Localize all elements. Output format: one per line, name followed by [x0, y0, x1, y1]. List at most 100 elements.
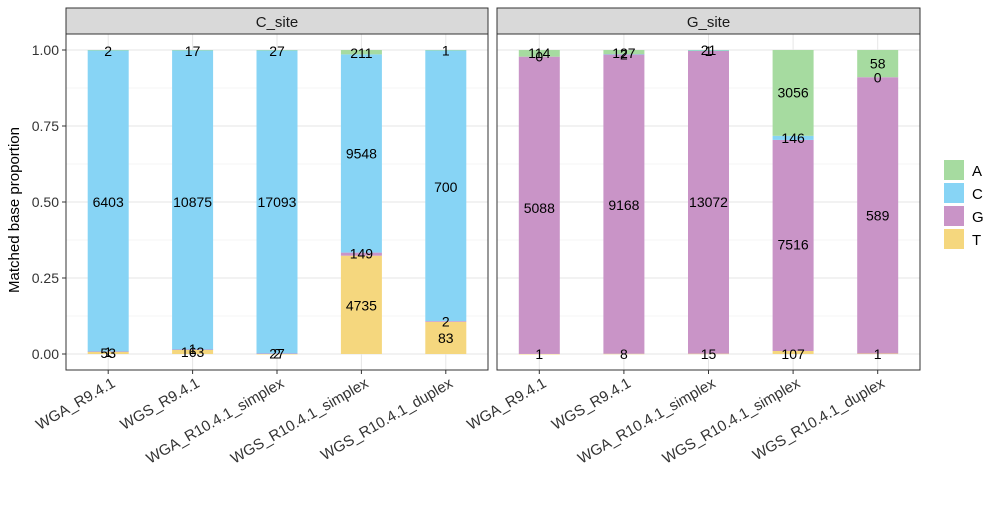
data-label: 15	[701, 346, 717, 362]
x-tick-label: WGS_R10.4.1_simplex	[228, 374, 372, 467]
data-label: 4735	[346, 297, 377, 313]
bar-segment-g	[256, 353, 298, 354]
bar-segment-t	[603, 353, 645, 355]
y-tick-label: 0.25	[32, 270, 59, 286]
data-label: 53	[100, 345, 116, 361]
data-label: 1	[535, 346, 543, 362]
bar-segment-t	[772, 350, 814, 354]
bar-segment-g	[857, 77, 899, 354]
data-label: 211	[350, 45, 373, 61]
data-label: 2	[273, 346, 281, 362]
data-label: 2	[104, 43, 112, 59]
facet-strip	[496, 7, 921, 35]
data-label: 114	[528, 45, 551, 61]
y-tick-label: 0.00	[32, 346, 59, 362]
x-tick-label: WGS_R9.4.1	[549, 375, 634, 434]
data-label: 107	[781, 346, 805, 362]
bar-segment-a	[425, 50, 467, 51]
data-label: 17093	[258, 194, 297, 210]
data-label: 5088	[524, 200, 555, 216]
bar-segment-c	[87, 50, 129, 352]
bar-segment-g	[518, 56, 560, 354]
data-label: 1	[442, 42, 450, 58]
x-tick-label: WGS_R10.4.1_simplex	[660, 374, 804, 467]
bar-segment-a	[772, 50, 814, 136]
bar-segment-t	[518, 353, 560, 355]
bar-segment-c	[603, 54, 645, 55]
data-label: 10875	[173, 194, 212, 210]
data-label: 1	[104, 344, 112, 360]
data-label: 149	[350, 246, 374, 262]
bar-segment-t	[688, 353, 729, 355]
bar-segment-c	[772, 135, 814, 140]
data-label: 27	[269, 43, 285, 59]
bar-segment-g	[425, 321, 467, 322]
legend-swatch-a	[944, 160, 964, 180]
x-tick-label: WGA_R10.4.1_simplex	[575, 374, 719, 467]
data-label: 3056	[778, 85, 809, 101]
data-label: 163	[181, 344, 205, 360]
data-label: 1	[874, 346, 882, 362]
x-tick-label: WGA_R9.4.1	[33, 375, 118, 434]
x-tick-label: WGA_R10.4.1_simplex	[143, 374, 287, 467]
legend-label: A	[972, 163, 982, 180]
bar-segment-t	[340, 255, 382, 354]
bar-segment-t	[857, 353, 899, 355]
bar-segment-g	[603, 54, 645, 354]
bar-segment-t	[425, 321, 467, 354]
y-tick-label: 1.00	[32, 42, 59, 58]
data-label: 6403	[93, 194, 124, 210]
data-label: 17	[185, 43, 201, 59]
bar-segment-a	[172, 50, 214, 51]
data-label: 1	[705, 43, 713, 59]
bar-segment-c	[172, 50, 214, 350]
data-label: 83	[438, 330, 454, 346]
data-label: 7516	[778, 237, 809, 253]
bar-segment-t	[172, 349, 214, 354]
legend-swatch-t	[944, 229, 964, 249]
facet-strip-label: C_site	[256, 14, 299, 31]
bar-segment-g	[340, 252, 382, 256]
data-label: 27	[269, 345, 285, 361]
y-tick-label: 0.75	[32, 118, 59, 134]
facet-strip-label: G_site	[687, 14, 730, 31]
data-label: 146	[781, 130, 805, 146]
bar-segment-a	[87, 50, 129, 51]
legend-label: G	[972, 209, 984, 226]
bar-segment-a	[857, 50, 899, 78]
bar-segment-c	[256, 50, 298, 354]
data-label: 2	[442, 313, 450, 329]
bar-segment-c	[340, 54, 382, 253]
bar-segment-c	[425, 50, 467, 322]
bar-segment-c	[688, 50, 729, 51]
data-label: 0	[535, 49, 543, 65]
y-tick-label: 0.50	[32, 194, 59, 210]
facet-strip	[65, 7, 489, 35]
bar-segment-a	[256, 50, 298, 51]
data-label: 0	[874, 69, 882, 85]
bar-segment-a	[603, 50, 645, 55]
bar-segment-t	[87, 351, 129, 354]
bar-segment-g	[87, 351, 129, 352]
legend-label: T	[972, 232, 981, 249]
bar-segment-g	[172, 349, 214, 350]
bar-segment-g	[688, 50, 729, 354]
bar-segment-a	[340, 50, 382, 55]
bar-segment-a	[688, 50, 729, 51]
y-axis-title: Matched base proportion	[6, 127, 23, 293]
x-tick-label: WGA_R9.4.1	[464, 375, 549, 434]
data-label: 21	[701, 42, 717, 58]
data-label: 13072	[689, 194, 728, 210]
data-label: 8	[620, 346, 628, 362]
legend-label: C	[972, 186, 983, 203]
legend-swatch-g	[944, 206, 964, 226]
bar-segment-a	[518, 50, 560, 57]
legend-swatch-c	[944, 183, 964, 203]
data-label: 2	[620, 47, 628, 63]
data-label: 58	[870, 56, 886, 72]
data-label: 9168	[608, 197, 639, 213]
data-label: 1	[189, 341, 197, 357]
bar-segment-g	[772, 139, 814, 351]
